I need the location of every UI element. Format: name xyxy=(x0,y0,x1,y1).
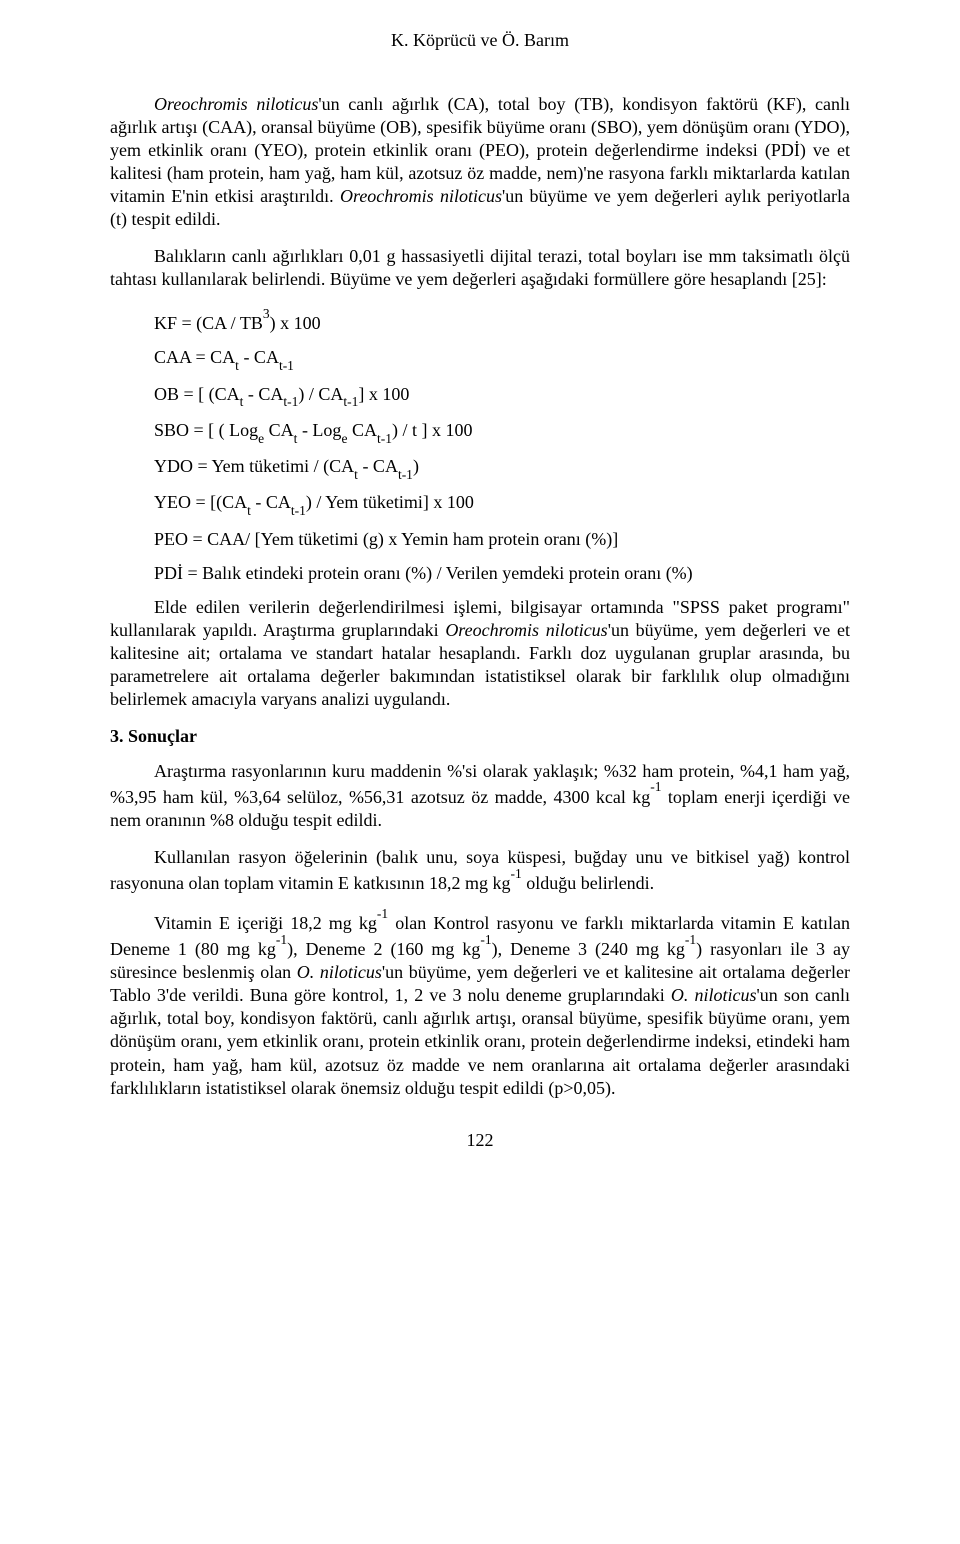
formula-peo: PEO = CAA/ [Yem tüketimi (g) x Yemin ham… xyxy=(154,522,850,556)
paragraph-intro: Oreochromis niloticus'un canlı ağırlık (… xyxy=(110,93,850,231)
paragraph-results-3: Vitamin E içeriği 18,2 mg kg-1 olan Kont… xyxy=(110,909,850,1099)
running-header: K. Köprücü ve Ö. Barım xyxy=(110,30,850,51)
formula-ydo: YDO = Yem tüketimi / (CAt - CAt-1) xyxy=(154,449,850,485)
section-heading-results: 3. Sonuçlar xyxy=(110,725,850,748)
paragraph-results-1: Araştırma rasyonlarının kuru maddenin %'… xyxy=(110,760,850,832)
formula-yeo: YEO = [(CAt - CAt-1) / Yem tüketimi] x 1… xyxy=(154,485,850,521)
page-number: 122 xyxy=(110,1130,850,1151)
paragraph-results-2: Kullanılan rasyon öğelerinin (balık unu,… xyxy=(110,846,850,895)
formula-caa: CAA = CAt - CAt-1 xyxy=(154,340,850,376)
body-text-block: Oreochromis niloticus'un canlı ağırlık (… xyxy=(110,93,850,1100)
formula-ob: OB = [ (CAt - CAt-1) / CAt-1] x 100 xyxy=(154,377,850,413)
paragraph-methods: Balıkların canlı ağırlıkları 0,01 g hass… xyxy=(110,245,850,291)
formula-kf: KF = (CA / TB3) x 100 xyxy=(154,305,850,340)
page-container: K. Köprücü ve Ö. Barım Oreochromis nilot… xyxy=(0,0,960,1544)
formula-list: KF = (CA / TB3) x 100 CAA = CAt - CAt-1 … xyxy=(154,305,850,590)
formula-sbo: SBO = [ ( Loge CAt - Loge CAt-1) / t ] x… xyxy=(154,413,850,449)
formula-pdi: PDİ = Balık etindeki protein oranı (%) /… xyxy=(154,556,850,590)
paragraph-spss: Elde edilen verilerin değerlendirilmesi … xyxy=(110,596,850,711)
